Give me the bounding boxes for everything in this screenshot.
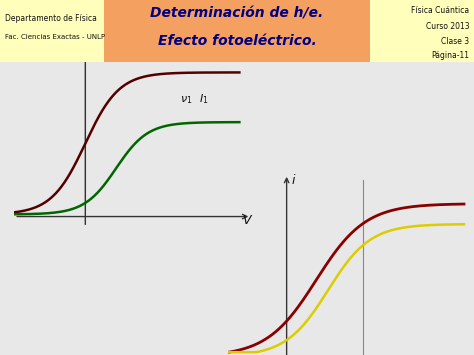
Text: Curso 2013: Curso 2013 [426, 22, 469, 31]
Text: $\nu_1$: $\nu_1$ [180, 94, 192, 106]
Text: Física Cuántica: Física Cuántica [411, 6, 469, 15]
Text: $\nu_2$: $\nu_2$ [180, 50, 192, 62]
Text: Fac. Ciencias Exactas - UNLP: Fac. Ciencias Exactas - UNLP [5, 34, 105, 40]
Text: Departamento de Física: Departamento de Física [5, 13, 97, 23]
Text: i: i [291, 174, 294, 187]
Text: Efecto fotoeléctrico.: Efecto fotoeléctrico. [158, 34, 316, 48]
Text: V: V [242, 214, 250, 226]
Text: Determinación de h/e.: Determinación de h/e. [150, 6, 324, 20]
Text: Página-11: Página-11 [431, 51, 469, 60]
Text: i: i [90, 14, 93, 27]
Text: Clase 3: Clase 3 [441, 37, 469, 46]
Text: $I_1$: $I_1$ [199, 92, 209, 106]
Text: $I_2$: $I_2$ [199, 48, 209, 62]
